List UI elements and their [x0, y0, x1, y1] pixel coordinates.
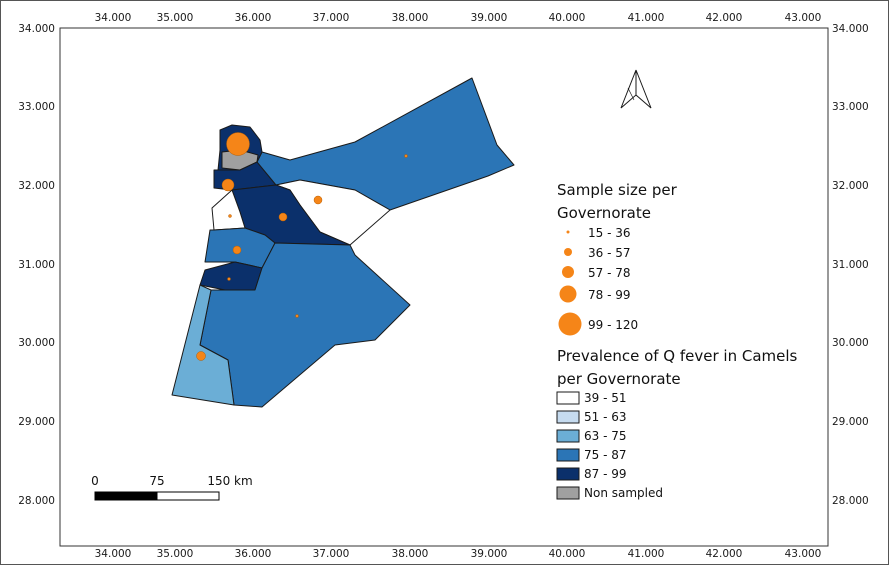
scale-label-150: 150 km	[207, 474, 252, 488]
legend-size-title-2: Governorate	[557, 204, 651, 222]
legend-size-symbol	[562, 266, 574, 278]
governorate-maan[interactable]	[199, 242, 411, 408]
x-tick-bottom: 34.000	[95, 548, 132, 560]
scale-label-0: 0	[91, 474, 99, 488]
y-tick-left: 33.000	[18, 101, 55, 113]
legend-prev-swatch	[556, 410, 580, 424]
sample-circle-karak[interactable]	[232, 245, 242, 255]
x-tick-top: 40.000	[549, 12, 586, 24]
sample-circle-irbid[interactable]	[226, 132, 250, 156]
x-tick-bottom: 43.000	[785, 548, 822, 560]
legend-sample-size: Sample size per Governorate 15 - 36 36 -…	[557, 181, 678, 336]
legend-size-label: 78 - 99	[588, 288, 631, 302]
governorate-aqaba[interactable]	[171, 284, 235, 406]
y-axis-right: 34.000 33.000 32.000 31.000 30.000 29.00…	[832, 23, 869, 507]
x-tick-top: 34.000	[95, 12, 132, 24]
x-tick-bottom: 42.000	[706, 548, 743, 560]
y-tick-left: 34.000	[18, 23, 55, 35]
x-tick-bottom: 38.000	[392, 548, 429, 560]
x-tick-bottom: 39.000	[471, 548, 508, 560]
x-tick-bottom: 41.000	[628, 548, 665, 560]
x-tick-bottom: 36.000	[235, 548, 272, 560]
scale-label-75: 75	[149, 474, 164, 488]
jordan-governorates	[171, 77, 515, 408]
sample-circle-balqa[interactable]	[221, 178, 235, 192]
x-tick-top: 42.000	[706, 12, 743, 24]
legend-size-symbol	[558, 312, 582, 336]
legend-size-symbol	[566, 230, 570, 234]
legend-prev-label: Non sampled	[584, 486, 663, 500]
scale-bar: 0 75 150 km	[91, 474, 253, 501]
y-tick-left: 30.000	[18, 337, 55, 349]
sample-circle-maan[interactable]	[295, 314, 299, 318]
y-tick-right: 34.000	[832, 23, 869, 35]
sample-circle-aqaba[interactable]	[196, 351, 206, 361]
legend-size-title-1: Sample size per	[557, 181, 678, 199]
x-tick-top: 43.000	[785, 12, 822, 24]
x-tick-top: 39.000	[471, 12, 508, 24]
legend-prev-title-1: Prevalence of Q fever in Camels	[557, 347, 798, 365]
y-tick-right: 32.000	[832, 180, 869, 192]
x-tick-bottom: 35.000	[157, 548, 194, 560]
legend-size-label: 15 - 36	[588, 226, 631, 240]
y-tick-left: 29.000	[18, 416, 55, 428]
x-tick-top: 37.000	[313, 12, 350, 24]
y-tick-right: 31.000	[832, 259, 869, 271]
legend-prev-swatch	[556, 448, 580, 462]
governorate-madaba[interactable]	[211, 189, 246, 231]
sample-circle-amman[interactable]	[278, 212, 288, 222]
legend-prev-label: 39 - 51	[584, 391, 627, 405]
x-axis-top: 34.000 35.000 36.000 37.000 38.000 39.00…	[95, 12, 822, 24]
legend-prev-label: 87 - 99	[584, 467, 627, 481]
legend-prev-swatch	[556, 391, 580, 405]
legend-prev-swatch	[556, 486, 580, 500]
legend-prev-label: 75 - 87	[584, 448, 627, 462]
x-tick-bottom: 40.000	[549, 548, 586, 560]
x-tick-bottom: 37.000	[313, 548, 350, 560]
legend-prevalence: Prevalence of Q fever in Camels per Gove…	[556, 347, 798, 500]
x-tick-top: 41.000	[628, 12, 665, 24]
legend-prev-label: 51 - 63	[584, 410, 627, 424]
sample-circle-zarqa[interactable]	[313, 195, 323, 205]
north-arrow-icon	[620, 69, 652, 109]
x-tick-top: 35.000	[157, 12, 194, 24]
legend-size-label: 57 - 78	[588, 266, 631, 280]
legend-prev-swatch	[556, 467, 580, 481]
sample-circle-tafilah[interactable]	[227, 277, 231, 281]
y-tick-left: 28.000	[18, 495, 55, 507]
y-tick-left: 31.000	[18, 259, 55, 271]
sample-circle-mafraq[interactable]	[404, 154, 408, 158]
x-tick-top: 38.000	[392, 12, 429, 24]
legend-prev-swatch	[556, 429, 580, 443]
legend-size-symbol	[564, 248, 572, 256]
y-axis-left: 34.000 33.000 32.000 31.000 30.000 29.00…	[18, 23, 55, 507]
x-axis-bottom: 34.000 35.000 36.000 37.000 38.000 39.00…	[95, 548, 822, 560]
y-tick-left: 32.000	[18, 180, 55, 192]
y-tick-right: 30.000	[832, 337, 869, 349]
legend-size-label: 36 - 57	[588, 246, 631, 260]
legend-size-label: 99 - 120	[588, 318, 638, 332]
x-tick-top: 36.000	[235, 12, 272, 24]
sample-circles	[196, 132, 408, 361]
y-tick-right: 29.000	[832, 416, 869, 428]
sample-circle-madaba[interactable]	[228, 214, 232, 218]
legend-prev-title-2: per Governorate	[557, 370, 681, 388]
y-tick-right: 33.000	[832, 101, 869, 113]
y-tick-right: 28.000	[832, 495, 869, 507]
legend-prev-label: 63 - 75	[584, 429, 627, 443]
legend-size-symbol	[559, 285, 577, 303]
